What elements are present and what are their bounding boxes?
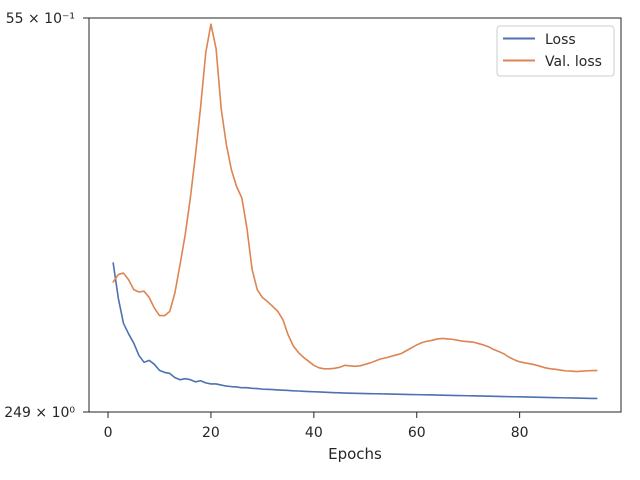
x-tick-label: 80	[511, 425, 529, 441]
y-tick-label: 55 × 10⁻¹	[6, 11, 75, 27]
legend-label-loss: Loss	[545, 32, 576, 48]
series-line-loss	[112, 262, 598, 400]
x-tick-label: 60	[408, 425, 426, 441]
series-layer	[112, 23, 598, 400]
x-tick-label: 0	[104, 425, 113, 441]
plot-area	[112, 23, 598, 400]
x-tick-label: 20	[202, 425, 220, 441]
y-tick-label: 249 × 10⁰	[4, 405, 75, 421]
legend: Loss Val. loss	[496, 25, 615, 77]
series-line-val-loss	[112, 23, 598, 373]
y-axis: 55 × 10⁻¹ 249 × 10⁰	[4, 11, 89, 421]
legend-label-val-loss: Val. loss	[545, 54, 602, 70]
x-tick-label: 40	[305, 425, 323, 441]
plot-frame	[88, 17, 622, 413]
x-axis: 0 20 40 60 80	[104, 412, 529, 441]
x-axis-label: Epochs	[328, 445, 382, 463]
